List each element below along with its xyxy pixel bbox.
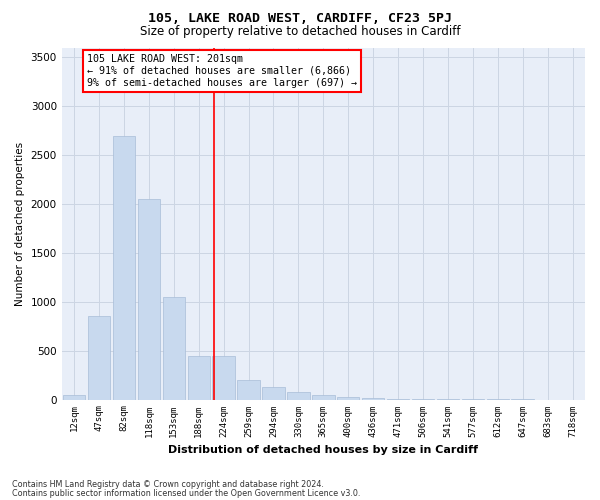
Bar [312,394,335,400]
Bar [238,380,260,400]
Bar [337,396,359,400]
Bar [287,392,310,400]
Text: 105 LAKE ROAD WEST: 201sqm
← 91% of detached houses are smaller (6,866)
9% of se: 105 LAKE ROAD WEST: 201sqm ← 91% of deta… [86,54,356,88]
Text: Contains HM Land Registry data © Crown copyright and database right 2024.: Contains HM Land Registry data © Crown c… [12,480,324,489]
Bar [163,297,185,400]
Bar [137,199,160,400]
Bar [88,316,110,400]
Text: Size of property relative to detached houses in Cardiff: Size of property relative to detached ho… [140,25,460,38]
Bar [262,387,285,400]
Text: Contains public sector information licensed under the Open Government Licence v3: Contains public sector information licen… [12,490,361,498]
Bar [362,398,385,400]
Bar [113,136,135,400]
Y-axis label: Number of detached properties: Number of detached properties [15,142,25,306]
Text: 105, LAKE ROAD WEST, CARDIFF, CF23 5PJ: 105, LAKE ROAD WEST, CARDIFF, CF23 5PJ [148,12,452,26]
Bar [212,356,235,400]
Bar [387,398,409,400]
Bar [188,356,210,400]
X-axis label: Distribution of detached houses by size in Cardiff: Distribution of detached houses by size … [169,445,478,455]
Bar [63,394,85,400]
